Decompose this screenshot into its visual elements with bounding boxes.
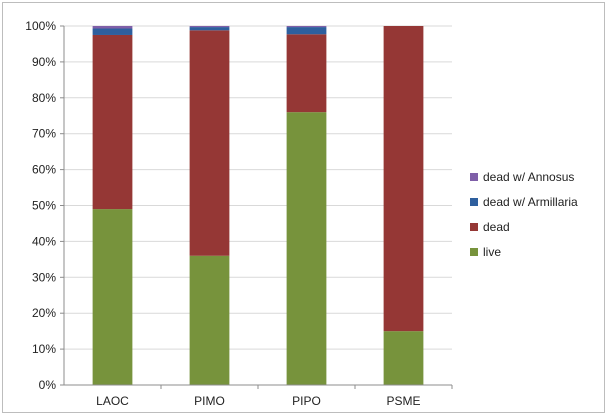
bar-segment-dead-w-armillaria [92,28,133,35]
bar-segment-dead-w-annosus [92,26,133,29]
x-axis-tick-labels: LAOC PIMO PIPO PSME [96,385,453,408]
bar-segment-dead-w-annosus [189,26,230,28]
legend-label: live [483,245,501,259]
bar-segment-live [286,112,327,385]
y-tick-label: 70% [32,127,56,141]
legend-label: dead w/ Armillaria [483,195,578,209]
bar-segment-dead-w-armillaria [286,27,327,35]
y-tick-label: 0% [39,378,57,392]
bar-segment-dead [92,34,133,210]
bar-segment-dead-w-armillaria [189,27,230,31]
legend-item: dead w/ Annosus [470,170,574,184]
y-tick-label: 60% [32,163,56,177]
y-tick-label: 20% [32,306,56,320]
legend-swatch [470,198,478,206]
legend: dead w/ Annosus dead w/ Armillaria dead liv… [470,170,578,259]
y-tick-label: 90% [32,55,56,69]
bar-segment-live [383,331,424,385]
legend-swatch [470,173,478,181]
bar-segment-dead-w-annosus [286,26,327,28]
legend-item: dead [470,220,510,234]
legend-label: dead [483,220,510,234]
legend-item: dead w/ Armillaria [470,195,578,209]
bar-segment-dead [383,26,424,332]
legend-item: live [470,245,501,259]
x-tick-label: PIPO [292,394,321,408]
bars [92,26,424,385]
bar-segment-live [189,255,230,385]
y-tick-label: 80% [32,91,56,105]
y-tick-label: 100% [25,19,56,33]
x-tick-label: LAOC [96,394,129,408]
y-tick-label: 40% [32,234,56,248]
y-axis-tick-labels: 0% 10% 20% 30% 40% 50% 60% 70% 80% 90% 100% [25,19,56,392]
y-tick-label: 30% [32,270,56,284]
y-tick-label: 50% [32,199,56,213]
y-tick-label: 10% [32,342,56,356]
bar-segment-live [92,209,133,385]
x-tick-label: PIMO [194,394,225,408]
legend-label: dead w/ Annosus [483,170,574,184]
bar-segment-dead [189,30,230,256]
legend-swatch [470,223,478,231]
bar-segment-dead [286,34,327,113]
legend-swatch [470,248,478,256]
x-tick-label: PSME [386,394,420,408]
